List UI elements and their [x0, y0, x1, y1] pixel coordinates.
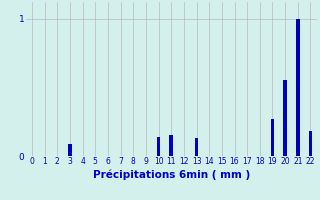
- Bar: [157, 137, 160, 156]
- Bar: [296, 19, 300, 156]
- Bar: [308, 131, 312, 156]
- Bar: [271, 119, 274, 156]
- X-axis label: Précipitations 6min ( mm ): Précipitations 6min ( mm ): [92, 169, 250, 180]
- Bar: [169, 135, 173, 156]
- Bar: [283, 80, 287, 156]
- Bar: [68, 144, 72, 156]
- Bar: [195, 138, 198, 156]
